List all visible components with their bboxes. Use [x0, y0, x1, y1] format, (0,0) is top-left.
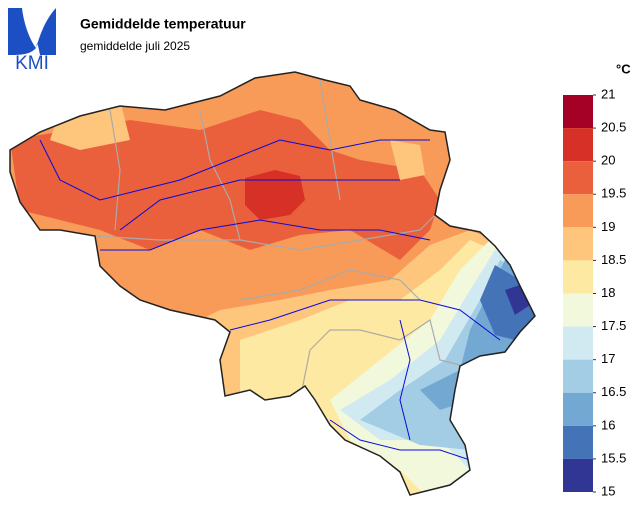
- colorbar-tick-label: 18.5: [601, 252, 626, 267]
- colorbar-bin: [563, 128, 593, 162]
- province-borders: [94, 79, 461, 401]
- country-border: [9, 71, 536, 496]
- colorbar-bin: [563, 194, 593, 228]
- unit-label: °C: [616, 61, 631, 76]
- colorbar-tick-label: 16.5: [601, 384, 626, 399]
- colorbar-tick-label: 17.5: [601, 318, 626, 333]
- colorbar-tick-label: 20: [601, 153, 615, 168]
- title: Gemiddelde temperatuur: [80, 16, 246, 32]
- colorbar-bin: [563, 95, 593, 129]
- colorbar: 21 20.5 20 19.5 19 18.5 18 17.5 17 16.5 16 15.5 15: [563, 86, 626, 498]
- map: [10, 72, 535, 495]
- colorbar-tick-label: 21: [601, 86, 615, 101]
- colorbar-tick-label: 17: [601, 351, 615, 366]
- logo-mark: [8, 8, 56, 55]
- rivers: [39, 139, 501, 461]
- colorbar-tick-label: 15.5: [601, 450, 626, 465]
- colorbar-tick-label: 16: [601, 417, 615, 432]
- subtitle: gemiddelde juli 2025: [80, 39, 190, 53]
- colorbar-bin: [563, 326, 593, 360]
- colorbar-bin: [563, 458, 593, 492]
- colorbar-bin: [563, 227, 593, 261]
- colorbar-bin: [563, 161, 593, 195]
- colorbar-bin: [563, 359, 593, 393]
- colorbar-tick-label: 18: [601, 285, 615, 300]
- colorbar-bin: [563, 293, 593, 327]
- colorbar-bin: [563, 392, 593, 426]
- colorbar-tick-label: 19: [601, 219, 615, 234]
- logo-text: KMI: [15, 53, 49, 74]
- colorbar-tick-label: 15: [601, 483, 615, 498]
- colorbar-bin: [563, 425, 593, 459]
- colorbar-tick-label: 20.5: [601, 120, 626, 135]
- colorbar-bin: [563, 260, 593, 294]
- temperature-zone: [245, 170, 305, 220]
- temperature-zone: [390, 140, 425, 180]
- logo: KMI: [8, 8, 56, 74]
- temperature-zone: [10, 110, 440, 260]
- colorbar-tick-label: 19.5: [601, 186, 626, 201]
